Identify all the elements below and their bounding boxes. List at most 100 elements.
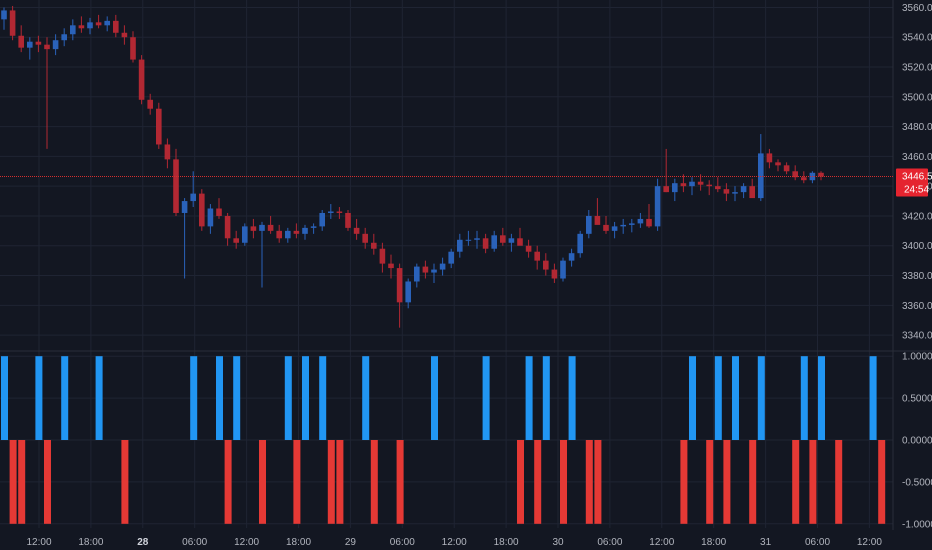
candle-body: [147, 99, 153, 109]
time-tick-label: 18:00: [494, 537, 519, 548]
candle-body: [1, 10, 7, 20]
signal-bar-down: [121, 440, 129, 524]
candle: [775, 159, 781, 172]
candle-body: [594, 215, 601, 225]
candle: [328, 204, 334, 219]
candle: [663, 148, 669, 193]
candle: [405, 278, 411, 309]
signal-bar-up: [482, 356, 490, 440]
candle: [715, 177, 721, 193]
signal-bar-down: [723, 440, 731, 524]
candle: [457, 233, 463, 258]
candle: [749, 178, 755, 199]
candle-body: [70, 25, 76, 35]
candle: [620, 218, 626, 234]
candle: [560, 257, 566, 282]
signal-bar-down: [517, 440, 524, 524]
candle: [345, 210, 351, 231]
candle-body: [259, 224, 265, 231]
candle: [740, 183, 747, 199]
candle-body: [353, 227, 360, 234]
candle: [508, 233, 515, 252]
signal-bar-down: [396, 440, 404, 524]
candle: [353, 218, 360, 240]
candle: [525, 239, 532, 258]
signal-tick-label: -1.0000: [902, 519, 932, 530]
candle-body: [371, 242, 377, 249]
signal-bar-down: [680, 440, 688, 524]
candle: [491, 230, 497, 252]
candle: [362, 227, 368, 249]
candle-body: [629, 223, 635, 225]
candle-body: [422, 266, 429, 273]
candle: [27, 37, 33, 60]
candle: [199, 189, 205, 231]
signal-bar-down: [594, 440, 602, 524]
candle-body: [517, 238, 523, 246]
candle: [207, 204, 214, 234]
candle: [52, 34, 59, 56]
candle-body: [508, 238, 515, 243]
time-tick-label: 28: [137, 537, 149, 548]
candle: [336, 207, 343, 219]
price-badge-value: 3446.5: [902, 171, 932, 182]
signal-bar-up: [61, 356, 69, 440]
candle: [293, 223, 300, 239]
time-tick-label: 12:00: [442, 537, 467, 548]
signal-bar-up: [818, 356, 825, 440]
time-tick-label: 12:00: [26, 537, 51, 548]
time-axis[interactable]: 12:00 18:00 28 06:00 12:00 18:00 29 06:00 12:00 1…: [26, 537, 882, 548]
candle-body: [336, 211, 343, 213]
candle-body: [328, 211, 334, 213]
candle-body: [267, 224, 274, 231]
candle: [439, 257, 446, 276]
signal-bar-up: [1, 356, 8, 440]
candle-body: [414, 266, 420, 282]
candle: [267, 215, 274, 234]
candle-body: [568, 253, 575, 261]
candle: [629, 218, 635, 233]
candle-body: [156, 108, 162, 145]
candle: [637, 212, 644, 228]
time-tick-label: 18:00: [701, 537, 726, 548]
candle-body: [775, 162, 781, 166]
price-axis[interactable]: 3560.03540.03520.03500.03480.03460.03440…: [902, 3, 932, 342]
candle-body: [362, 233, 368, 243]
candle-body: [242, 226, 248, 243]
candle-body: [250, 226, 257, 231]
candle-body: [104, 20, 110, 26]
candle-body: [35, 41, 42, 45]
candle: [801, 171, 807, 184]
candle: [319, 210, 325, 231]
candle: [147, 93, 153, 115]
candle-body: [173, 159, 179, 213]
candle-body: [181, 201, 188, 213]
signal-bar-up: [284, 356, 292, 440]
candle-body: [723, 189, 730, 194]
candle-body: [396, 268, 403, 303]
candle: [250, 218, 257, 239]
candle: [465, 230, 472, 246]
candle-body: [293, 230, 300, 234]
candle: [113, 14, 119, 38]
candle-body: [138, 59, 145, 100]
candle: [680, 174, 687, 193]
candle-body: [543, 260, 549, 270]
candle-body: [199, 193, 205, 227]
candle: [594, 198, 601, 225]
price-tick-label: 3480.0: [902, 122, 932, 133]
signal-axis[interactable]: 1.0000 0.5000 0.0000 -0.5000 -1.0000: [902, 352, 932, 531]
candle-body: [534, 251, 540, 261]
candle-body: [190, 193, 196, 202]
candle-body: [121, 32, 128, 38]
price-tick-label: 3520.0: [902, 63, 932, 74]
price-tick-label: 3460.0: [902, 152, 932, 163]
signal-bar-down: [44, 440, 51, 524]
candle-body: [749, 186, 755, 199]
signal-bar-up: [525, 356, 533, 440]
candle: [224, 212, 231, 246]
candle-body: [646, 218, 652, 227]
candle: [242, 223, 248, 246]
time-tick-label: 30: [552, 537, 564, 548]
candle: [758, 134, 764, 202]
